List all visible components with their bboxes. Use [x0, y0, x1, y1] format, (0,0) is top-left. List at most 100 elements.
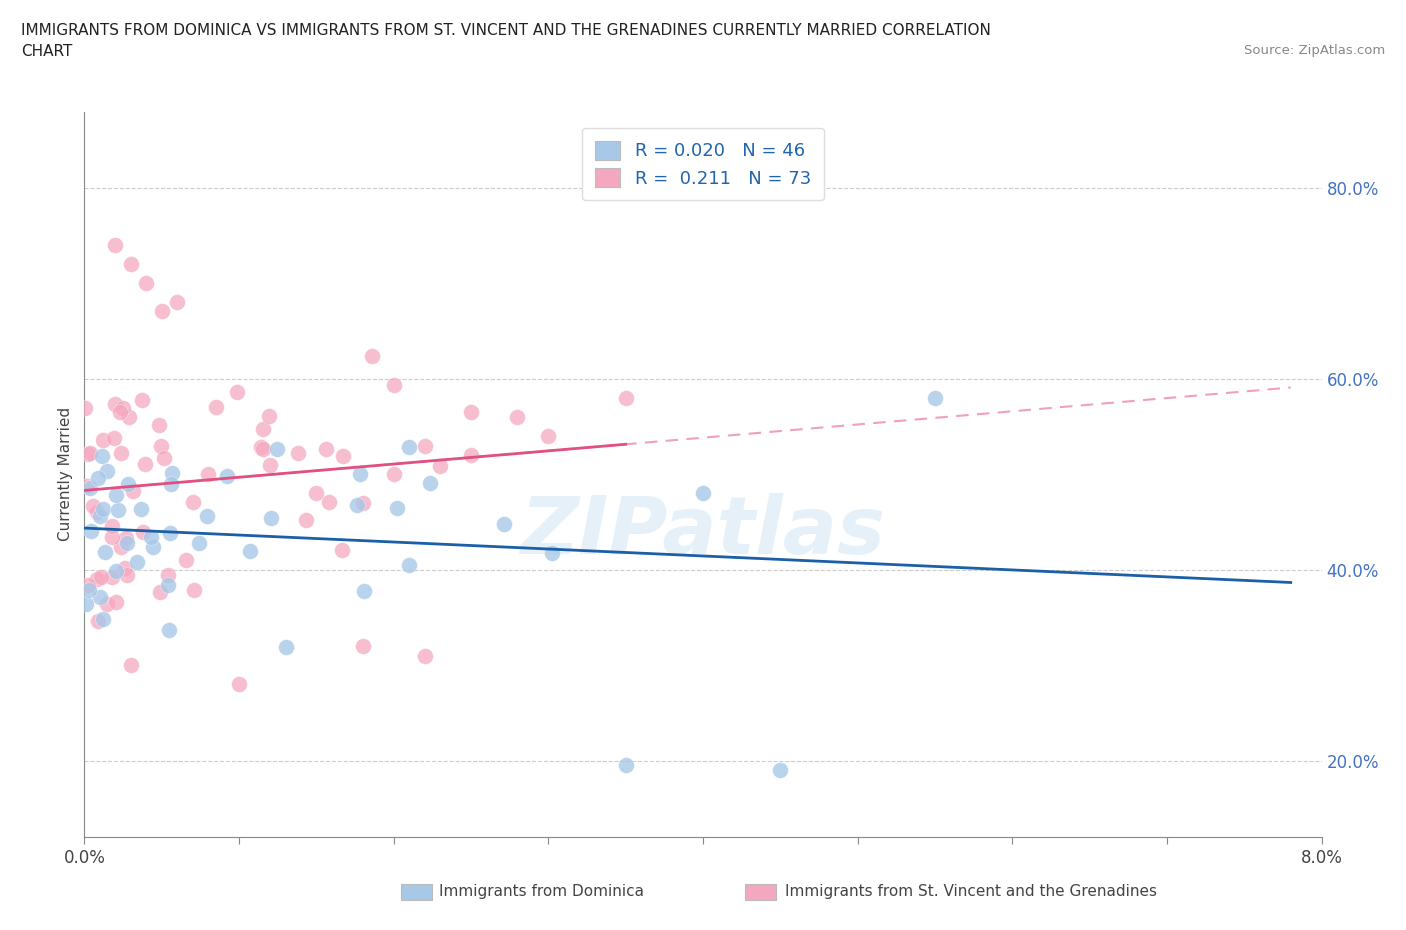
- Point: [156, 578, 179, 592]
- Point: [148, 418, 170, 432]
- Point: [77, 582, 100, 597]
- Point: [181, 494, 204, 509]
- Point: [115, 536, 138, 551]
- Point: [252, 422, 274, 437]
- Point: [129, 502, 152, 517]
- Point: [79, 524, 101, 538]
- Point: [537, 429, 560, 444]
- Text: ZIPatlas: ZIPatlas: [520, 493, 886, 571]
- Point: [249, 439, 271, 454]
- Point: [75, 401, 97, 416]
- Point: [91, 501, 114, 516]
- Point: [287, 445, 309, 460]
- Point: [96, 596, 118, 611]
- Text: Source: ZipAtlas.com: Source: ZipAtlas.com: [1244, 44, 1385, 57]
- Point: [108, 405, 131, 419]
- Point: [150, 439, 173, 454]
- Point: [157, 622, 180, 637]
- Point: [257, 408, 280, 423]
- Point: [239, 543, 262, 558]
- Point: [114, 561, 136, 576]
- Point: [104, 238, 127, 253]
- Point: [82, 498, 104, 513]
- Point: [101, 570, 124, 585]
- Point: [353, 583, 375, 598]
- Point: [100, 518, 122, 533]
- Point: [157, 567, 180, 582]
- Point: [614, 391, 637, 405]
- Point: [276, 640, 298, 655]
- Point: [141, 529, 163, 544]
- Point: [93, 432, 115, 447]
- Point: [204, 400, 226, 415]
- Point: [134, 457, 156, 472]
- Point: [115, 567, 138, 582]
- Point: [769, 763, 792, 777]
- Point: [228, 677, 250, 692]
- Point: [259, 458, 281, 472]
- Y-axis label: Currently Married: Currently Married: [58, 407, 73, 541]
- Point: [96, 464, 118, 479]
- Point: [419, 475, 441, 490]
- Point: [360, 348, 382, 363]
- Point: [87, 614, 110, 629]
- Legend: R = 0.020   N = 46, R =  0.211   N = 73: R = 0.020 N = 46, R = 0.211 N = 73: [582, 128, 824, 200]
- Point: [332, 448, 354, 463]
- Point: [101, 530, 124, 545]
- Point: [382, 378, 405, 392]
- Point: [77, 578, 100, 592]
- Point: [79, 481, 101, 496]
- Text: Immigrants from St. Vincent and the Grenadines: Immigrants from St. Vincent and the Gren…: [785, 884, 1157, 899]
- Point: [131, 392, 153, 407]
- Point: [135, 276, 157, 291]
- Point: [114, 531, 136, 546]
- Point: [315, 442, 337, 457]
- Point: [104, 396, 127, 411]
- Point: [89, 589, 111, 604]
- Point: [260, 511, 283, 525]
- Point: [349, 467, 371, 482]
- Point: [385, 500, 408, 515]
- Point: [166, 295, 188, 310]
- Point: [76, 479, 98, 494]
- Point: [90, 448, 112, 463]
- Point: [305, 486, 328, 501]
- Point: [120, 257, 142, 272]
- Point: [197, 467, 219, 482]
- Point: [692, 486, 714, 501]
- Point: [94, 544, 117, 559]
- Point: [91, 612, 114, 627]
- Point: [413, 438, 436, 453]
- Point: [346, 498, 368, 512]
- Point: [105, 564, 128, 578]
- Point: [105, 487, 128, 502]
- Point: [187, 535, 209, 550]
- Point: [149, 584, 172, 599]
- Point: [120, 658, 142, 672]
- Text: IMMIGRANTS FROM DOMINICA VS IMMIGRANTS FROM ST. VINCENT AND THE GRENADINES CURRE: IMMIGRANTS FROM DOMINICA VS IMMIGRANTS F…: [21, 23, 991, 38]
- Point: [614, 758, 637, 773]
- Point: [117, 476, 139, 491]
- Point: [104, 595, 127, 610]
- Point: [112, 400, 135, 415]
- Point: [330, 542, 353, 557]
- Point: [398, 557, 420, 572]
- Point: [132, 525, 155, 539]
- Point: [398, 440, 420, 455]
- Point: [142, 539, 165, 554]
- Point: [382, 467, 405, 482]
- Point: [506, 409, 529, 424]
- Point: [460, 447, 482, 462]
- Point: [352, 496, 374, 511]
- Point: [295, 512, 318, 527]
- Point: [540, 545, 562, 560]
- Point: [160, 477, 183, 492]
- Point: [125, 555, 148, 570]
- Point: [86, 504, 108, 519]
- Point: [924, 391, 946, 405]
- Point: [352, 639, 374, 654]
- Point: [174, 553, 197, 568]
- Point: [429, 458, 451, 473]
- Point: [152, 450, 174, 465]
- Text: CHART: CHART: [21, 44, 73, 59]
